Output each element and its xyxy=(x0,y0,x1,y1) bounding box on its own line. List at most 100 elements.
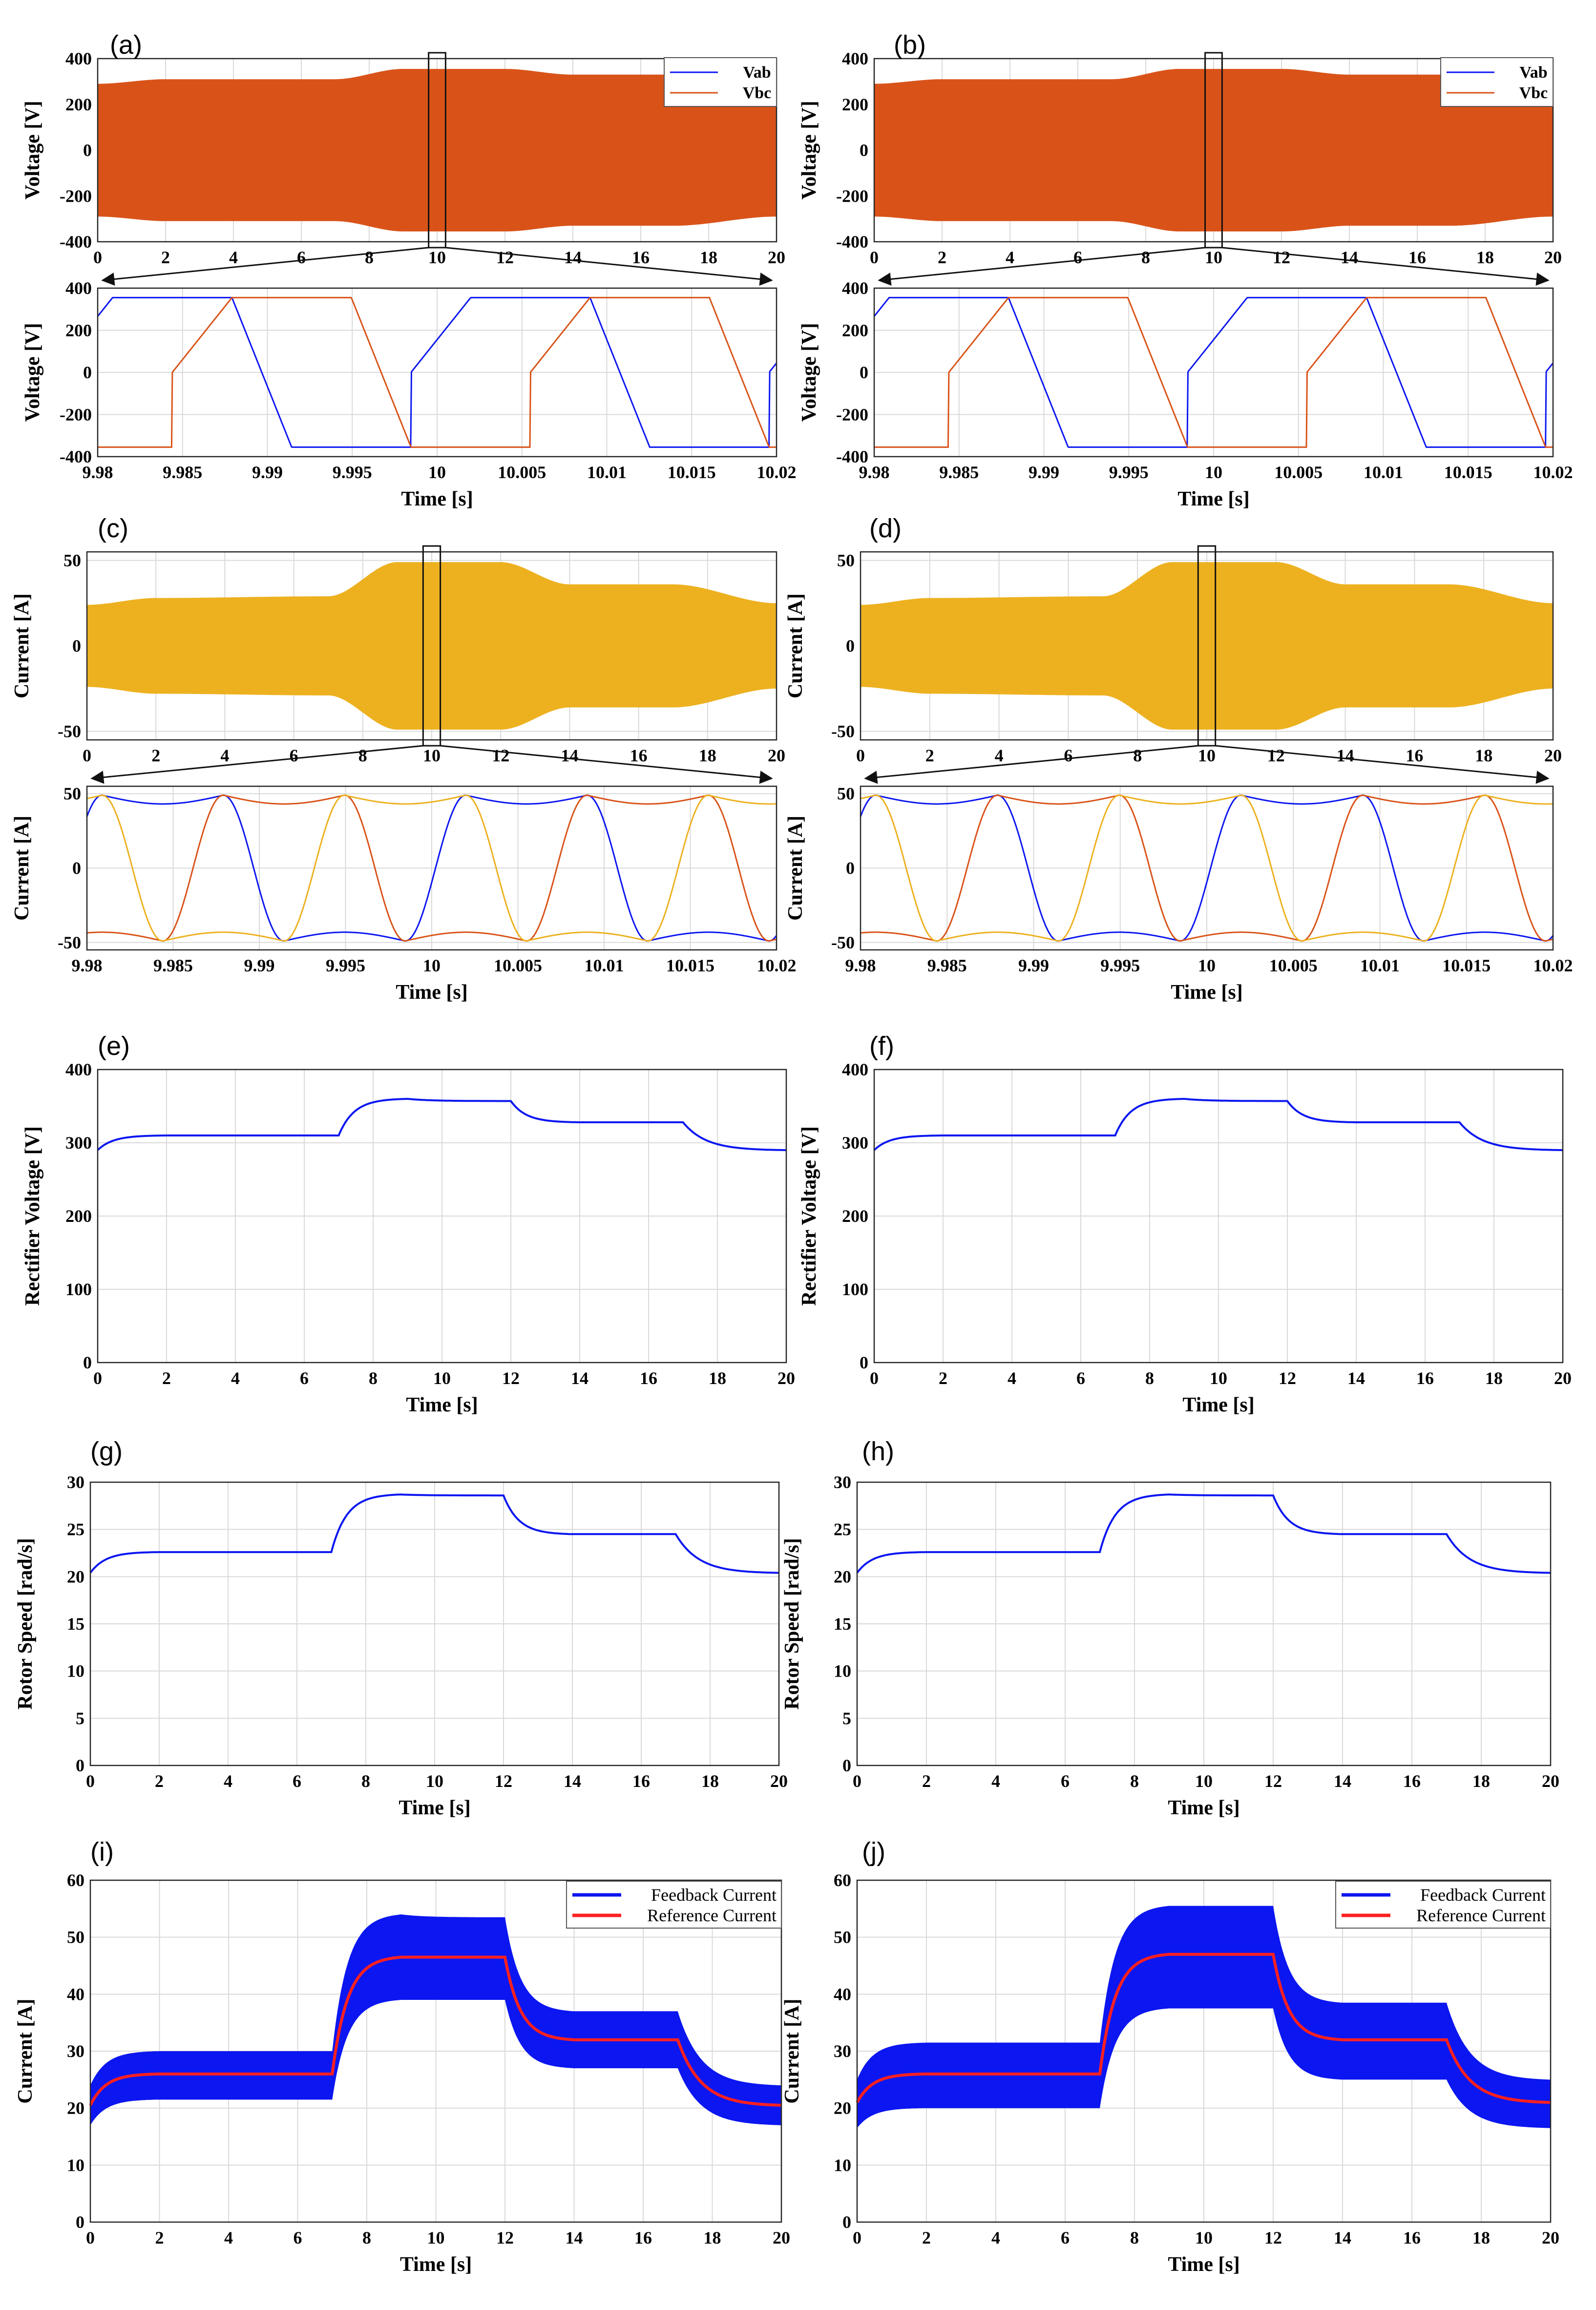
y-tick-label: 25 xyxy=(67,1520,84,1539)
x-tick-label: 14 xyxy=(564,1771,581,1791)
x-tick-label: 10 xyxy=(423,956,441,975)
y-tick-label: 300 xyxy=(65,1133,92,1153)
x-tick-label: 10.02 xyxy=(757,462,797,482)
x-tick-label: 10.015 xyxy=(666,956,714,975)
x-tick-label: 12 xyxy=(1264,1771,1282,1791)
x-tick-label: 6 xyxy=(1061,2228,1070,2247)
reference-current-line xyxy=(856,1953,1551,2104)
x-tick-label: 9.99 xyxy=(244,956,275,975)
x-tick-label: 12 xyxy=(496,248,514,267)
legend-label: Reference Current xyxy=(647,1906,777,1925)
panel-label: (e) xyxy=(98,1031,130,1061)
y-tick-label: 5 xyxy=(842,1708,851,1728)
x-tick-label: 10.01 xyxy=(1364,462,1403,482)
panel-label: (f) xyxy=(869,1031,894,1061)
x-tick-label: 8 xyxy=(365,248,374,267)
legend-label: Vab xyxy=(743,63,771,82)
x-tick-label: 0 xyxy=(93,248,102,267)
y-tick-label: 30 xyxy=(67,2041,84,2061)
y-tick-label: 400 xyxy=(842,49,868,68)
x-tick-label: 20 xyxy=(1544,746,1562,765)
x-tick-label: 0 xyxy=(856,746,865,765)
x-tick-label: 14 xyxy=(1334,1771,1351,1791)
y-tick-label: 50 xyxy=(837,784,855,803)
x-tick-label: 0 xyxy=(853,2228,861,2247)
y-axis-title: Current [A] xyxy=(784,593,807,698)
zoom-window-box xyxy=(422,545,441,747)
x-tick-label: 18 xyxy=(700,248,717,267)
y-axis-title: Voltage [V] xyxy=(798,101,820,200)
y-axis-title: Voltage [V] xyxy=(798,323,820,422)
x-tick-label: 6 xyxy=(1061,1771,1070,1791)
plot-frame xyxy=(873,1069,1564,1364)
x-tick-label: 9.98 xyxy=(859,462,890,482)
x-tick-label: 14 xyxy=(566,2228,583,2247)
legend-label: Feedback Current xyxy=(651,1885,777,1905)
y-tick-label: 0 xyxy=(72,859,81,878)
y-axis-title: Current [A] xyxy=(784,816,807,921)
x-tick-label: 8 xyxy=(1141,248,1150,267)
x-tick-label: 16 xyxy=(630,746,648,765)
x-tick-label: 2 xyxy=(925,746,934,765)
x-tick-label: 10.02 xyxy=(757,956,797,975)
panel-label: (h) xyxy=(862,1437,894,1466)
zoom-arrow-right xyxy=(445,247,773,286)
y-tick-label: 10 xyxy=(834,1661,851,1681)
x-tick-label: 4 xyxy=(1008,1368,1016,1388)
x-tick-label: 6 xyxy=(300,1368,309,1388)
chart-panel-i: 0 2 4 6 8 10 12 14 16 18 20 0 10 20 30 40 50 60 Feedback C… xyxy=(14,1837,790,2276)
x-tick-label: 10 xyxy=(426,1771,443,1791)
y-tick-label: -200 xyxy=(60,405,92,424)
phase-waveform-line xyxy=(860,794,1554,942)
y-tick-label: 20 xyxy=(67,2099,84,2118)
chart-panel-b2: 9.98 9.985 9.99 9.995 10 10.005 10.01 10.015 10.… xyxy=(798,278,1573,510)
x-tick-label: 12 xyxy=(502,1368,520,1388)
plot-frame xyxy=(856,1879,1552,2223)
y-tick-label: 60 xyxy=(67,1870,84,1890)
x-tick-label: 18 xyxy=(1472,1771,1490,1791)
x-tick-label: 0 xyxy=(93,1368,102,1388)
phase-waveform-line xyxy=(86,794,777,942)
x-tick-label: 0 xyxy=(870,248,879,267)
x-tick-label: 18 xyxy=(704,2228,721,2247)
x-tick-label: 10 xyxy=(428,462,446,482)
x-tick-label: 2 xyxy=(922,1771,931,1791)
x-tick-label: 14 xyxy=(1347,1368,1365,1388)
y-axis-title: Voltage [V] xyxy=(21,101,44,200)
chart-panel-c2: 9.98 9.985 9.99 9.995 10 10.005 10.01 10.015 10.… xyxy=(11,784,797,1004)
x-tick-label: 10 xyxy=(428,248,446,267)
x-tick-label: 9.99 xyxy=(1018,956,1049,975)
plot-frame xyxy=(873,58,1554,243)
x-tick-label: 4 xyxy=(995,746,1004,765)
y-tick-label: 400 xyxy=(65,278,92,298)
y-tick-label: 20 xyxy=(834,2099,851,2118)
series-line xyxy=(873,1097,1563,1151)
x-tick-label: 18 xyxy=(1476,248,1494,267)
plot-frame xyxy=(873,287,1554,458)
x-tick-label: 9.985 xyxy=(939,462,979,482)
chart-panel-a2: 9.98 9.985 9.99 9.995 10 10.005 10.01 10.015 10.… xyxy=(21,278,797,510)
x-tick-label: 14 xyxy=(1337,746,1354,765)
legend-box xyxy=(1440,57,1554,107)
y-tick-label: 100 xyxy=(842,1280,868,1299)
plot-frame xyxy=(97,1069,787,1364)
x-tick-label: 12 xyxy=(492,746,509,765)
x-tick-label: 8 xyxy=(358,746,367,765)
x-tick-label: 9.985 xyxy=(153,956,193,975)
y-tick-label: 50 xyxy=(834,1928,851,1947)
plot-frame xyxy=(860,551,1554,741)
chart-panel-e: 0 2 4 6 8 10 12 14 16 18 200100200300400Rectifier … xyxy=(21,1031,795,1416)
x-tick-label: 10 xyxy=(1198,746,1216,765)
legend-box xyxy=(566,1881,782,1929)
x-tick-label: 12 xyxy=(1273,248,1290,267)
y-tick-label: 20 xyxy=(67,1567,84,1586)
series-line xyxy=(856,1493,1551,1574)
y-tick-label: 60 xyxy=(834,1870,851,1890)
y-tick-label: 400 xyxy=(842,1060,868,1079)
x-tick-label: 6 xyxy=(1064,746,1072,765)
x-tick-label: 10.005 xyxy=(1274,462,1323,482)
y-axis-title: Rotor Speed [rad/s] xyxy=(781,1538,803,1710)
x-tick-label: 10.005 xyxy=(1269,956,1318,975)
y-tick-label: -50 xyxy=(831,933,855,952)
